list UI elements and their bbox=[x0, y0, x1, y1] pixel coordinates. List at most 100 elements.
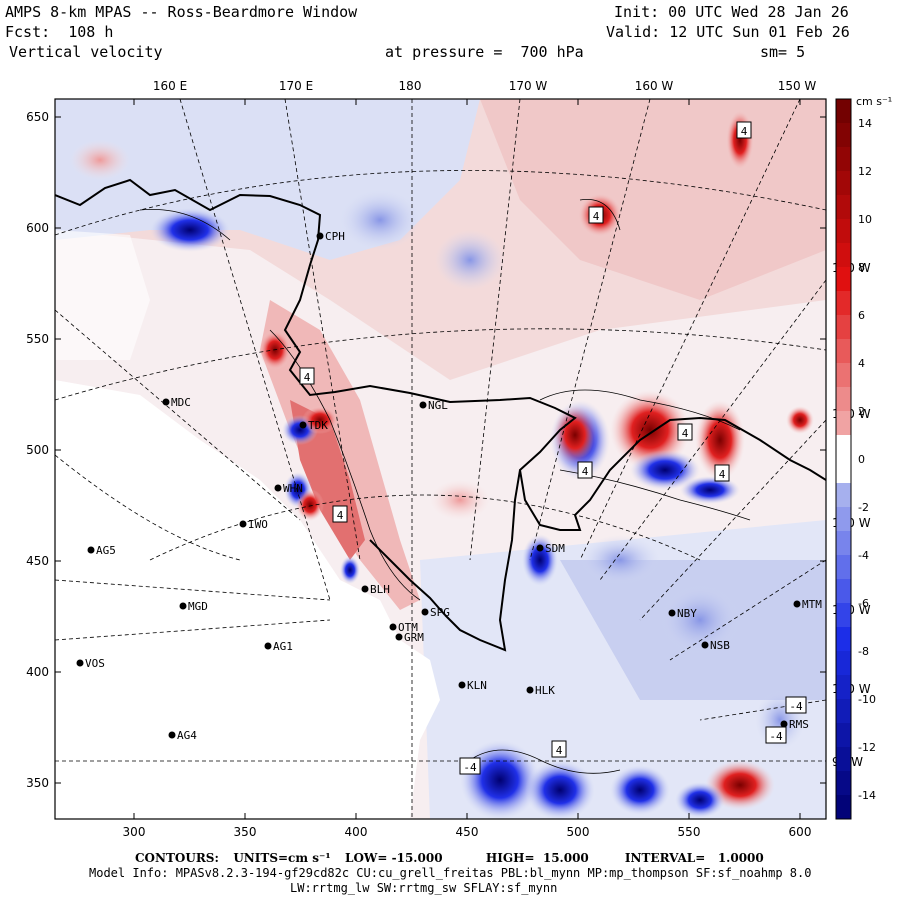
colorbar-cell bbox=[836, 459, 851, 484]
longitude-label-top: 180 bbox=[399, 79, 422, 93]
y-tick-label: 450 bbox=[26, 554, 49, 568]
svg-text:4: 4 bbox=[337, 509, 344, 522]
station-dot bbox=[239, 520, 247, 528]
x-tick-label: 500 bbox=[567, 825, 590, 839]
plot-frame bbox=[54, 98, 827, 820]
colorbar-label: 10 bbox=[858, 213, 872, 226]
station-label: OTM bbox=[398, 621, 418, 634]
colorbar-cell bbox=[836, 651, 851, 676]
contour-box-labels: 4 4 4 4 4 4 4 4 -4 -4 -4 bbox=[299, 121, 807, 775]
colorbar-cell bbox=[836, 291, 851, 316]
y-axis: 650 600 550 500 450 400 350 bbox=[26, 110, 826, 790]
y-tick-label: 400 bbox=[26, 665, 49, 679]
x-tick-label: 450 bbox=[456, 825, 479, 839]
velocity-field: 4 4 4 4 4 4 4 4 -4 -4 -4 CPH MDC NGL TDK WHN… bbox=[55, 99, 826, 819]
station-dot bbox=[526, 686, 534, 694]
svg-text:4: 4 bbox=[593, 210, 600, 223]
station-dot bbox=[87, 546, 95, 554]
station-label: GRM bbox=[404, 631, 424, 644]
station-dot bbox=[264, 642, 272, 650]
x-tick-label: 350 bbox=[234, 825, 257, 839]
colorbar-cell bbox=[836, 411, 851, 436]
colorbar-label: 2 bbox=[858, 405, 865, 418]
colorbar-cell bbox=[836, 243, 851, 268]
station-dot bbox=[395, 633, 403, 641]
station-label: IWO bbox=[248, 518, 268, 531]
contour-interval: INTERVAL= 1.0000 bbox=[624, 851, 764, 865]
colorbar-cell bbox=[836, 747, 851, 772]
colorbar-label: -4 bbox=[858, 549, 869, 562]
svg-text:-4: -4 bbox=[769, 730, 783, 743]
station-dot bbox=[668, 609, 676, 617]
station-label: MDC bbox=[171, 396, 191, 409]
y-tick-label: 500 bbox=[26, 443, 49, 457]
station-label: HLK bbox=[535, 684, 555, 697]
contour-low: LOW= -15.000 bbox=[345, 851, 443, 865]
model-info: Model Info: MPASv8.2.3-194-gf29cd82c CU:… bbox=[89, 866, 812, 880]
y-tick-label: 550 bbox=[26, 332, 49, 346]
colorbar-label: -12 bbox=[858, 741, 876, 754]
colorbar-cell bbox=[836, 219, 851, 244]
forecast-hour: Fcst: 108 h bbox=[5, 23, 114, 41]
colorbar-cell bbox=[836, 507, 851, 532]
valid-time: Valid: 12 UTC Sun 01 Feb 26 bbox=[606, 23, 850, 41]
svg-text:4: 4 bbox=[556, 744, 563, 757]
longitude-label-top: 160 E bbox=[153, 79, 187, 93]
model-info-physics: LW:rrtmg_lw SW:rrtmg_sw SFLAY:sf_mynn bbox=[290, 881, 558, 895]
station-label: MGD bbox=[188, 600, 208, 613]
colorbar-cell bbox=[836, 363, 851, 388]
map-title: AMPS 8-km MPAS -- Ross-Beardmore Window bbox=[5, 3, 358, 21]
pressure-level: at pressure = 700 hPa bbox=[385, 43, 584, 61]
station-label: VOS bbox=[85, 657, 105, 670]
contour-units: UNITS=cm s⁻¹ bbox=[233, 851, 331, 865]
station-dot bbox=[162, 398, 170, 406]
station-label: TDK bbox=[308, 419, 328, 432]
station-label: CPH bbox=[325, 230, 345, 243]
longitude-label-top: 170 W bbox=[509, 79, 548, 93]
y-tick-label: 350 bbox=[26, 776, 49, 790]
colorbar-cell bbox=[836, 795, 851, 820]
colorbar-label: 6 bbox=[858, 309, 865, 322]
station-dot bbox=[168, 731, 176, 739]
station-label: NBY bbox=[677, 607, 697, 620]
colorbar-label: 14 bbox=[858, 117, 872, 130]
init-time: Init: 00 UTC Wed 28 Jan 26 bbox=[614, 3, 849, 21]
station-label: RMS bbox=[789, 718, 809, 731]
station-label: AG4 bbox=[177, 729, 197, 742]
station-dot bbox=[316, 232, 324, 240]
station-dot bbox=[458, 681, 466, 689]
colorbar-cell bbox=[836, 171, 851, 196]
colorbar-cell bbox=[836, 699, 851, 724]
svg-text:4: 4 bbox=[582, 465, 589, 478]
colorbar-label: 4 bbox=[858, 357, 865, 370]
station-label: MTM bbox=[802, 598, 822, 611]
station-dot bbox=[274, 484, 282, 492]
station-dot bbox=[361, 585, 369, 593]
colorbar-label: 12 bbox=[858, 165, 872, 178]
longitude-labels-top: 160 E 170 E 180 170 W 160 W 150 W bbox=[153, 79, 817, 93]
colorbar-label: 8 bbox=[858, 261, 865, 274]
colorbar-label: -8 bbox=[858, 645, 869, 658]
colorbar-label: -2 bbox=[858, 501, 869, 514]
contours-label: CONTOURS: bbox=[135, 851, 219, 865]
contour-high: HIGH= 15.000 bbox=[485, 851, 589, 865]
colorbar-cell bbox=[836, 315, 851, 340]
svg-text:4: 4 bbox=[304, 371, 311, 384]
colorbar-cell bbox=[836, 147, 851, 172]
station-label: WHN bbox=[283, 482, 303, 495]
colorbar-units: cm s⁻¹ bbox=[856, 95, 892, 108]
colorbar-cell bbox=[836, 267, 851, 292]
station-dot bbox=[299, 421, 307, 429]
contour-info: CONTOURS: UNITS=cm s⁻¹ LOW= -15.000 HIGH… bbox=[135, 851, 764, 865]
x-tick-label: 400 bbox=[345, 825, 368, 839]
colorbar-cell bbox=[836, 339, 851, 364]
colorbar: cm s⁻¹ 14 12 10 8 6 4 2 0 -2 -4 -6 -8 -10 -12 -14 bbox=[835, 95, 892, 820]
colorbar-cell bbox=[836, 579, 851, 604]
colorbar-cell bbox=[836, 435, 851, 460]
x-tick-label: 550 bbox=[678, 825, 701, 839]
station-label: SDM bbox=[545, 542, 565, 555]
colorbar-cell bbox=[836, 483, 851, 508]
x-tick-label: 300 bbox=[123, 825, 146, 839]
svg-text:4: 4 bbox=[682, 427, 689, 440]
